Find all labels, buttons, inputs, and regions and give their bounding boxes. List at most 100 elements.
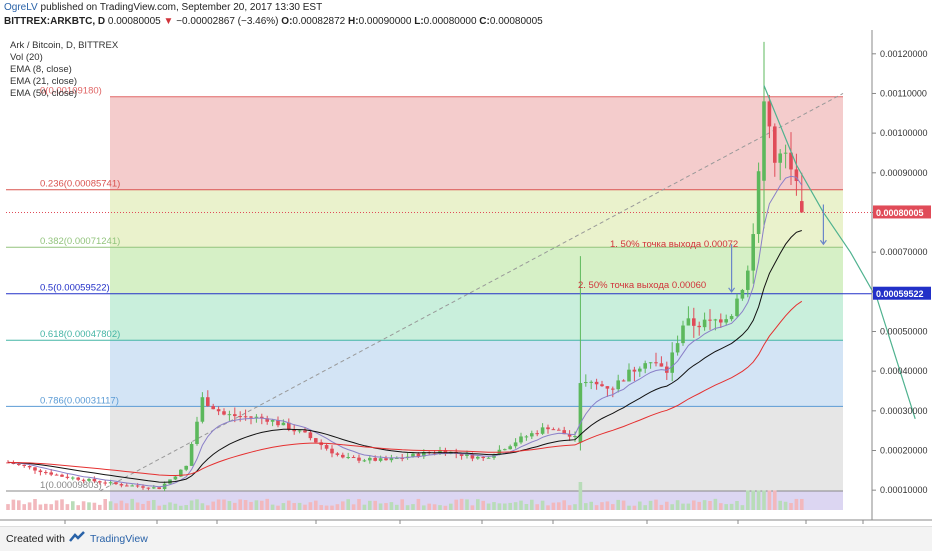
candle-body[interactable] [243, 416, 248, 418]
candle-body[interactable] [573, 436, 577, 438]
candle-body[interactable] [756, 171, 761, 235]
candle-body[interactable] [33, 467, 37, 471]
candle-body[interactable] [351, 457, 356, 459]
candle-body[interactable] [422, 452, 426, 457]
candle-body[interactable] [119, 484, 124, 486]
candle-body[interactable] [378, 458, 383, 461]
candle-body[interactable] [611, 388, 615, 390]
candle-body[interactable] [681, 325, 685, 344]
candle-body[interactable] [249, 416, 253, 418]
candle-body[interactable] [324, 445, 329, 449]
candle-body[interactable] [395, 457, 399, 459]
candle-body[interactable] [330, 448, 334, 454]
candle-body[interactable] [513, 442, 518, 447]
candle-body[interactable] [729, 316, 734, 320]
candle-body[interactable] [600, 384, 604, 387]
candle-body[interactable] [686, 318, 691, 326]
candle-body[interactable] [222, 411, 226, 415]
candle-body[interactable] [346, 457, 350, 459]
candle-body[interactable] [621, 380, 626, 382]
candle-body[interactable] [465, 453, 469, 456]
candle-body[interactable] [87, 478, 91, 481]
candle-body[interactable] [724, 319, 728, 323]
candle-body[interactable] [789, 152, 793, 170]
candle-body[interactable] [141, 486, 145, 488]
candle-body[interactable] [254, 416, 259, 418]
candle-body[interactable] [152, 487, 156, 489]
candle-body[interactable] [216, 409, 221, 412]
candle-body[interactable] [54, 474, 59, 476]
candle-body[interactable] [184, 465, 188, 470]
candle-body[interactable] [22, 464, 26, 466]
candle-body[interactable] [227, 414, 232, 416]
candle-body[interactable] [341, 454, 345, 458]
candle-body[interactable] [260, 416, 264, 419]
candle-body[interactable] [373, 457, 377, 461]
candle-body[interactable] [135, 485, 140, 487]
candle-body[interactable] [746, 270, 750, 290]
candle-body[interactable] [557, 429, 561, 431]
candle-body[interactable] [98, 481, 102, 483]
candle-body[interactable] [594, 381, 599, 385]
candle-body[interactable] [783, 152, 788, 154]
candle-body[interactable] [675, 343, 680, 353]
candle-body[interactable] [38, 470, 43, 473]
candle-body[interactable] [605, 386, 610, 389]
candle-body[interactable] [189, 443, 194, 466]
candle-body[interactable] [800, 201, 804, 213]
candle-body[interactable] [27, 465, 32, 468]
candle-body[interactable] [670, 352, 674, 373]
candle-body[interactable] [443, 450, 448, 454]
candle-body[interactable] [81, 479, 86, 481]
candle-body[interactable] [76, 477, 80, 480]
candle-body[interactable] [567, 434, 572, 437]
candle-body[interactable] [157, 487, 161, 490]
candle-body[interactable] [211, 406, 215, 410]
candle-body[interactable] [195, 421, 199, 444]
candle-body[interactable] [740, 289, 745, 299]
candle-body[interactable] [103, 482, 107, 484]
candle-body[interactable] [125, 485, 129, 487]
candle-body[interactable] [735, 298, 739, 317]
candle-body[interactable] [524, 436, 529, 438]
candle-body[interactable] [206, 397, 210, 407]
candle-body[interactable] [481, 456, 485, 459]
candle-body[interactable] [49, 472, 53, 475]
legend-ema50[interactable]: EMA (50, close) [10, 88, 78, 99]
candle-body[interactable] [751, 234, 755, 271]
candle-body[interactable] [562, 430, 566, 435]
candle-body[interactable] [654, 362, 658, 364]
candle-body[interactable] [632, 369, 637, 372]
candle-body[interactable] [762, 101, 766, 181]
candle-body[interactable] [276, 419, 280, 426]
candle-body[interactable] [71, 477, 75, 479]
candle-body[interactable] [638, 368, 642, 372]
candle-body[interactable] [713, 319, 718, 321]
candle-body[interactable] [794, 169, 799, 182]
candle-body[interactable] [179, 469, 183, 477]
candle-body[interactable] [297, 430, 302, 432]
candle-body[interactable] [65, 476, 70, 478]
candle-body[interactable] [308, 432, 313, 439]
tradingview-link[interactable]: TradingView [90, 533, 148, 545]
candle-body[interactable] [400, 457, 404, 459]
candle-body[interactable] [616, 380, 620, 390]
candle-body[interactable] [108, 482, 113, 484]
candle-body[interactable] [146, 487, 151, 489]
candle-body[interactable] [416, 453, 421, 457]
candle-body[interactable] [265, 418, 269, 422]
candle-body[interactable] [292, 429, 296, 432]
candle-body[interactable] [508, 446, 512, 450]
candle-body[interactable] [589, 381, 593, 383]
candle-body[interactable] [530, 433, 534, 437]
candle-body[interactable] [130, 485, 134, 487]
candle-body[interactable] [270, 419, 275, 422]
candle-body[interactable] [546, 427, 550, 430]
price-chart[interactable]: 0(0.00109180) 0.236(0.00085741) 0.382(0.00… [0, 30, 932, 526]
legend-ema21[interactable]: EMA (21, close) [10, 76, 78, 87]
candle-body[interactable] [702, 319, 707, 328]
candle-body[interactable] [114, 482, 118, 485]
candle-body[interactable] [648, 362, 653, 364]
candle-body[interactable] [384, 458, 388, 461]
candle-body[interactable] [486, 457, 491, 459]
